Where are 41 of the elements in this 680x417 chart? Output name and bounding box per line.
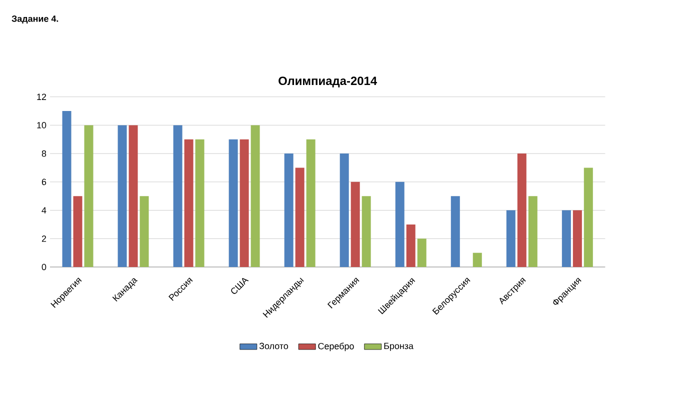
bar: [572, 210, 582, 267]
bar: [306, 139, 316, 267]
y-tick-label: 12: [37, 94, 46, 100]
text: Задание 4.: [12, 16, 58, 24]
bar: [584, 168, 593, 267]
bar: [128, 125, 138, 267]
bar: [562, 210, 571, 267]
bar: [295, 168, 304, 267]
bar: [406, 224, 416, 267]
bar: [362, 196, 371, 267]
chart-title: Олимпиада-2014: [278, 76, 378, 88]
legend-label: Бронза: [384, 342, 414, 351]
bar: [228, 139, 238, 267]
bar: [62, 111, 72, 267]
y-tick-label: 2: [42, 236, 46, 242]
bar: [73, 196, 82, 267]
bar: [450, 196, 460, 267]
y-tick-label: 8: [42, 150, 46, 157]
y-tick-label: 0: [42, 264, 46, 270]
bar: [140, 196, 149, 267]
bar: [395, 182, 404, 267]
bar: [472, 252, 482, 267]
bar: [118, 125, 127, 267]
bar: [284, 154, 294, 267]
bar: [350, 182, 360, 267]
bar: [173, 125, 182, 267]
y-tick-label: 6: [42, 178, 46, 186]
bar: [240, 139, 249, 267]
bar: [340, 154, 349, 267]
bar: [528, 196, 538, 267]
bar: [250, 125, 260, 267]
bar: [184, 139, 194, 267]
bar: [195, 139, 204, 267]
legend-label: Золото: [259, 342, 288, 350]
bar: [506, 210, 516, 267]
y-tick-label: 10: [37, 122, 46, 128]
bar: [517, 154, 526, 267]
bar: [84, 125, 94, 267]
legend-label: Серебро: [318, 342, 354, 352]
bar: [417, 238, 426, 267]
y-tick-label: 4: [42, 207, 46, 214]
